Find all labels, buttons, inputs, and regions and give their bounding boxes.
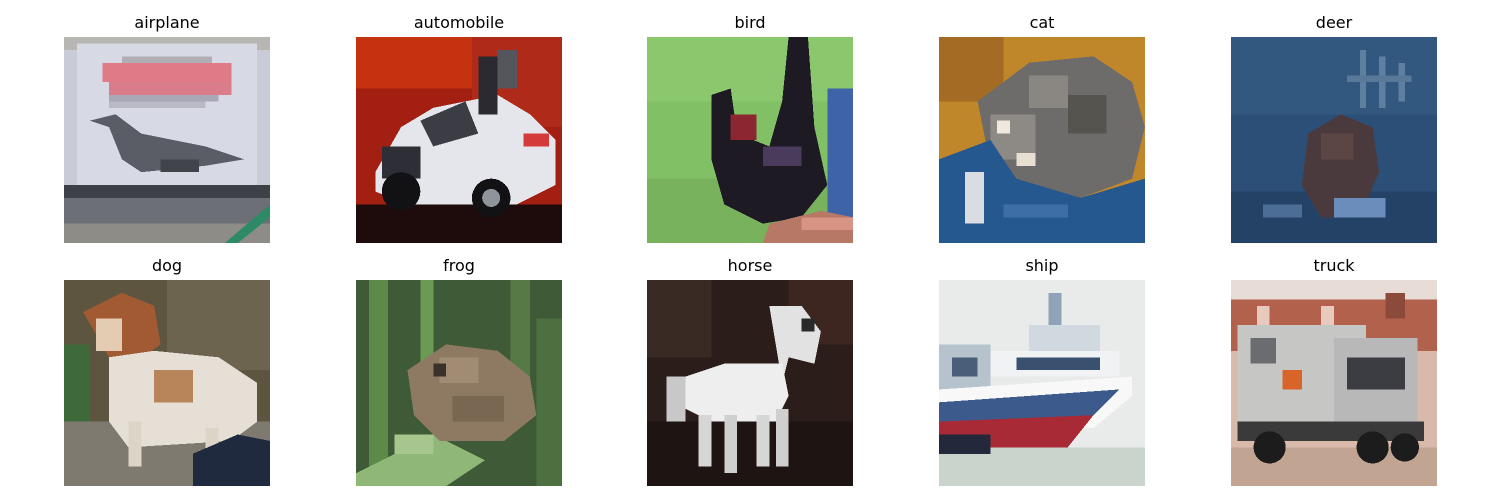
bird-image [647,37,853,243]
cell-title: cat [1029,13,1055,32]
airplane-image [64,37,270,243]
truck-image [1231,280,1437,486]
cell-title: frog [443,256,475,275]
cell-title: automobile [413,13,505,32]
cell-title: bird [734,13,766,32]
horse-image [647,280,853,486]
automobile-image [356,37,562,243]
cell-title: truck [1313,256,1355,275]
cat-image [939,37,1145,243]
frog-image [356,280,562,486]
cell-title: deer [1315,13,1353,32]
dog-image [64,280,270,486]
cell-title: airplane [134,13,200,32]
cell-title: horse [727,256,773,275]
deer-image [1231,37,1437,243]
ship-image [939,280,1145,486]
cell-title: ship [1025,256,1059,275]
cell-title: dog [151,256,183,275]
